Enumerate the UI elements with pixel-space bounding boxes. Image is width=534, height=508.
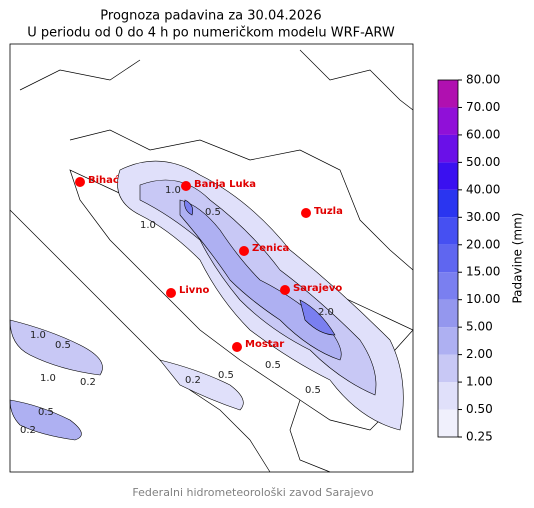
colorbar-label: Padavine (mm)	[511, 212, 525, 303]
city-marker	[75, 177, 85, 187]
city-label: Sarajevo	[293, 283, 342, 294]
colorbar-segment	[438, 189, 458, 218]
contour-label: 0.2	[80, 377, 96, 388]
colorbar-segment	[438, 80, 458, 108]
city-marker	[232, 342, 242, 352]
contour-label: 0.5	[205, 207, 221, 218]
colorbar-tick-label: 15.00	[466, 265, 500, 279]
contour-label: 1.0	[40, 373, 56, 384]
city-label: Mostar	[245, 339, 284, 350]
city-label: Livno	[179, 285, 209, 296]
city-label: Zenica	[252, 243, 289, 254]
colorbar-tick-label: 0.50	[466, 402, 493, 416]
colorbar-segment	[438, 244, 458, 273]
colorbar-segment	[438, 382, 458, 410]
city-marker	[301, 208, 311, 218]
colorbar-tick-label: 30.00	[466, 210, 500, 224]
contour-label: 1.0	[165, 185, 181, 196]
title: Prognoza padavina za 30.04.2026	[100, 9, 321, 24]
contour-label: 0.2	[20, 425, 36, 436]
colorbar-tick-label: 50.00	[466, 155, 500, 169]
colorbar-segment	[438, 299, 458, 328]
city-label: Banja Luka	[194, 179, 256, 190]
colorbar-segment	[438, 327, 458, 355]
colorbar-tick-label: 10.00	[466, 292, 500, 306]
city-marker	[280, 285, 290, 295]
colorbar-tick-label: 40.00	[466, 182, 500, 196]
contour-label: 2.0	[318, 307, 334, 318]
colorbar-segment	[438, 162, 458, 190]
colorbar-segment	[438, 134, 458, 163]
contour-label: 1.0	[140, 220, 156, 231]
colorbar-tick-label: 20.00	[466, 237, 500, 251]
colorbar-tick-label: 80.00	[466, 73, 500, 87]
colorbar-segment	[438, 409, 458, 437]
city-marker	[181, 181, 191, 191]
colorbar-tick-label: 60.00	[466, 127, 500, 141]
colorbar-tick-label: 5.00	[466, 320, 493, 334]
city-marker	[166, 288, 176, 298]
colorbar-tick-label: 1.00	[466, 375, 493, 389]
colorbar-segment	[438, 272, 458, 300]
colorbar-segment	[438, 107, 458, 135]
contour-label: 0.5	[55, 340, 71, 351]
cities: Bihać Banja Luka Tuzla Zenica Livno Sara…	[75, 174, 343, 352]
city-label: Tuzla	[314, 206, 343, 217]
contour-label: 0.5	[38, 407, 54, 418]
footer: Federalni hidrometeorološki zavod Saraje…	[132, 486, 373, 499]
colorbar-segment	[438, 354, 458, 383]
colorbar-frame	[437, 79, 459, 438]
contour-label: 0.5	[305, 385, 321, 396]
city-label: Bihać	[88, 174, 119, 186]
colorbar-tick-label: 70.00	[466, 100, 500, 114]
city-marker	[239, 246, 249, 256]
colorbar-tick-label: 2.00	[466, 347, 493, 361]
map: 1.0 0.5 1.0 0.2 0.5 1.0 2.0 0.5 0.5 0.2 …	[9, 43, 414, 473]
colorbar-tick-label: 0.25	[466, 430, 493, 444]
colorbar-segment	[438, 217, 458, 245]
subtitle: U periodu od 0 do 4 h po numeričkom mode…	[27, 26, 395, 41]
contour-label: 0.5	[265, 360, 281, 371]
contour-label: 1.0	[30, 330, 46, 341]
contour-label: 0.5	[218, 370, 234, 381]
contour-label: 0.2	[185, 375, 201, 386]
